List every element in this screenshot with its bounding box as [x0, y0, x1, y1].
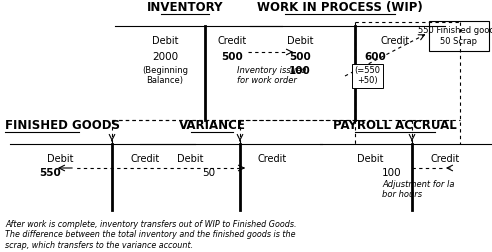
- Text: 550: 550: [39, 168, 61, 178]
- Text: Adjustment for la
bor hours: Adjustment for la bor hours: [382, 180, 455, 199]
- Text: Debit: Debit: [287, 36, 313, 46]
- Text: Debit: Debit: [47, 154, 73, 164]
- Text: (Beginning
Balance): (Beginning Balance): [142, 66, 188, 85]
- Text: Credit: Credit: [217, 36, 246, 46]
- Text: 500: 500: [221, 52, 243, 62]
- Text: Credit: Credit: [430, 154, 460, 164]
- Text: INVENTORY: INVENTORY: [147, 1, 223, 14]
- Text: Credit: Credit: [380, 36, 410, 46]
- Text: 100: 100: [382, 168, 401, 178]
- Text: (=550
+50): (=550 +50): [354, 66, 380, 85]
- Text: Debit: Debit: [357, 154, 383, 164]
- Text: 50: 50: [202, 168, 215, 178]
- Text: 600: 600: [364, 52, 386, 62]
- Text: Debit: Debit: [152, 36, 178, 46]
- Text: VARIANCE: VARIANCE: [179, 119, 246, 132]
- Text: FINISHED GOODS: FINISHED GOODS: [5, 119, 120, 132]
- Text: 550 Finished goods
50 Scrap: 550 Finished goods 50 Scrap: [418, 26, 492, 46]
- Text: Debit: Debit: [177, 154, 203, 164]
- Text: 100: 100: [289, 66, 311, 76]
- Text: Inventory issued
for work order: Inventory issued for work order: [237, 66, 307, 85]
- Text: 2000: 2000: [152, 52, 178, 62]
- Text: PAYROLL ACCRUAL: PAYROLL ACCRUAL: [333, 119, 457, 132]
- Text: Credit: Credit: [130, 154, 159, 164]
- Text: WORK IN PROCESS (WIP): WORK IN PROCESS (WIP): [257, 1, 423, 14]
- FancyBboxPatch shape: [429, 21, 489, 51]
- Text: 500: 500: [289, 52, 311, 62]
- Text: Credit: Credit: [257, 154, 287, 164]
- Text: After work is complete, inventory transfers out of WIP to Finished Goods.
The di: After work is complete, inventory transf…: [5, 220, 297, 250]
